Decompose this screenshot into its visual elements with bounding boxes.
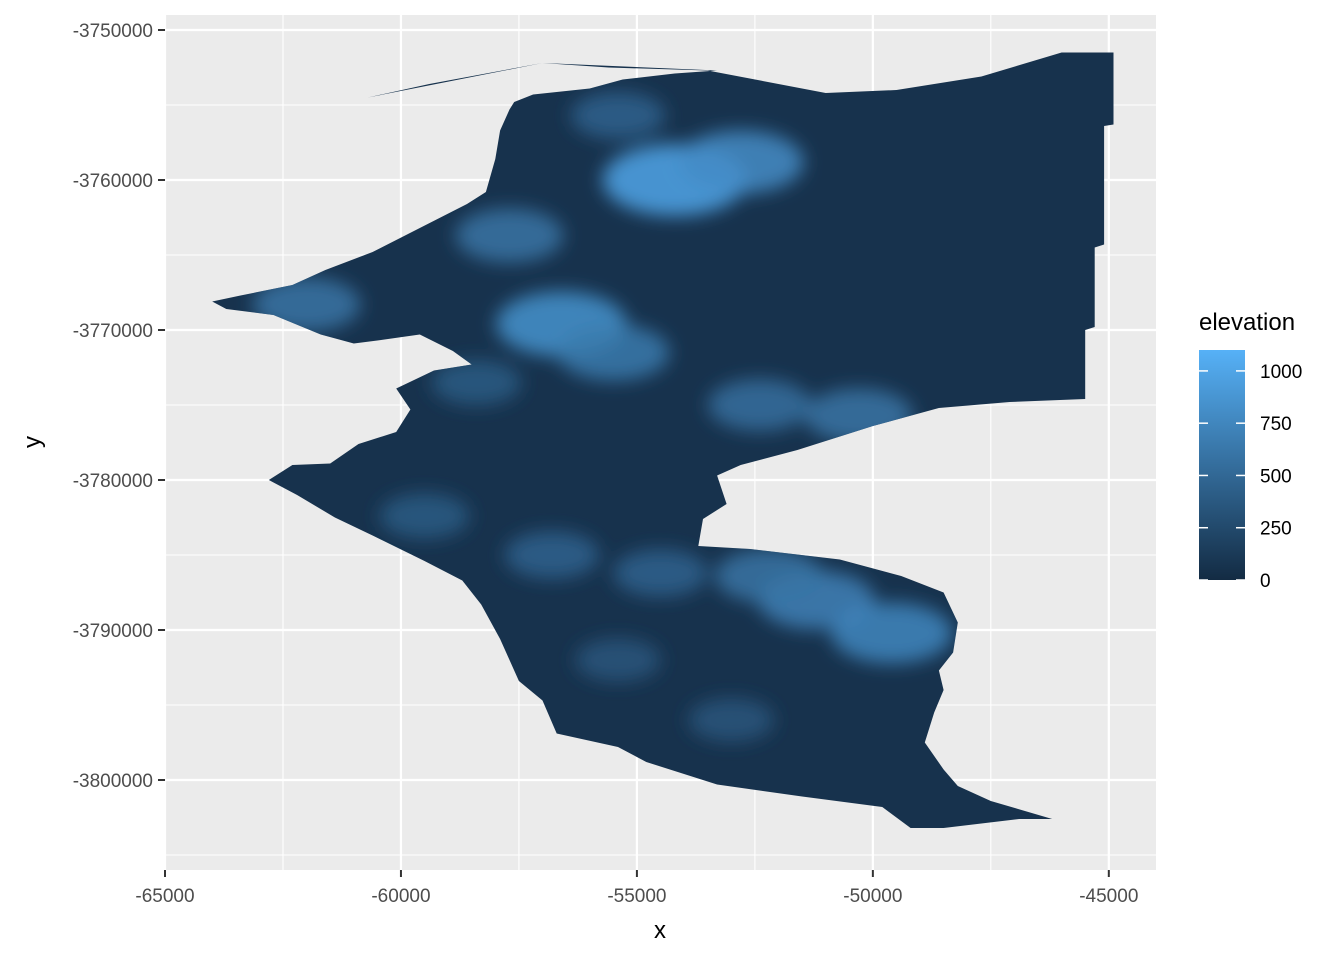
legend-tick-label: 750 [1260, 414, 1292, 435]
elevation-high [677, 130, 804, 194]
y-tick-label: -3790000 [73, 621, 153, 642]
elevation-high [575, 638, 661, 682]
legend-colorbar [1199, 350, 1245, 580]
legend: elevation 0 250 500 750 1000 [1199, 309, 1302, 592]
y-axis-title: y [19, 436, 46, 448]
elevation-high [431, 360, 522, 405]
y-tick-label: -3800000 [73, 771, 153, 792]
y-tick-label: -3780000 [73, 471, 153, 492]
y-tick-label: -3750000 [73, 21, 153, 42]
elevation-raster [212, 52, 1114, 828]
elevation-high [830, 602, 953, 664]
x-tick-label: -45000 [1079, 886, 1138, 907]
legend-ticks: 0 250 500 750 1000 [1199, 362, 1302, 592]
x-tick-label: -50000 [843, 886, 902, 907]
x-tick-label: -60000 [371, 886, 430, 907]
legend-tick-label: 250 [1260, 519, 1292, 540]
legend-tick-label: 1000 [1260, 362, 1302, 383]
elevation-high [613, 549, 708, 597]
elevation-high [688, 698, 775, 742]
y-axis: -3750000 -3760000 -3770000 -3780000 -3790000… [73, 21, 165, 792]
x-tick-label: -65000 [135, 886, 194, 907]
x-axis: -65000 -60000 -55000 -50000 -45000 [135, 870, 1138, 907]
elevation-high [570, 91, 666, 140]
elevation-high [715, 549, 824, 603]
y-tick-label: -3770000 [73, 321, 153, 342]
elevation-high [455, 208, 564, 263]
legend-tick-label: 500 [1260, 466, 1292, 487]
elevation-highs [252, 91, 953, 742]
elevation-high [379, 493, 470, 539]
elevation-high [504, 531, 600, 579]
legend-tick-label: 0 [1260, 571, 1271, 592]
y-tick-label: -3760000 [73, 171, 153, 192]
elevation-high [557, 324, 670, 381]
legend-title: elevation [1199, 309, 1295, 336]
x-tick-label: -55000 [607, 886, 666, 907]
elevation-high [707, 379, 812, 431]
x-axis-title: x [654, 917, 666, 944]
